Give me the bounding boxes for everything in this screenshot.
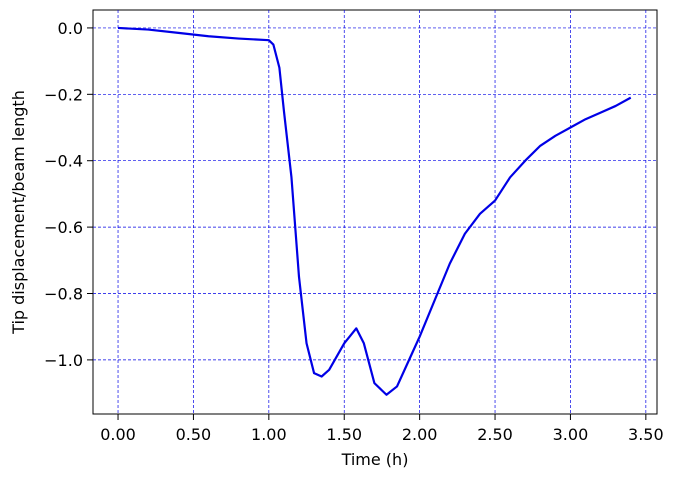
x-tick-label: 2.50 — [477, 425, 513, 444]
plot-frame — [92, 9, 658, 415]
x-tick-label: 3.00 — [553, 425, 589, 444]
x-tick-label: 0.00 — [100, 425, 136, 444]
y-tick-label: −0.8 — [44, 284, 83, 303]
x-axis-label: Time (h) — [341, 450, 409, 469]
y-axis-label: Tip displacement/beam length — [9, 90, 28, 335]
x-tick-label: 1.00 — [251, 425, 287, 444]
x-tick-label: 0.50 — [176, 425, 212, 444]
x-tick-label: 2.00 — [402, 425, 438, 444]
y-tick-label: −0.2 — [44, 85, 83, 104]
x-tick-label: 3.50 — [628, 425, 664, 444]
y-tick-label: −0.6 — [44, 218, 83, 237]
x-tick-label: 1.50 — [326, 425, 362, 444]
y-tick-label: −0.4 — [44, 152, 83, 171]
y-tick-label: −1.0 — [44, 351, 83, 370]
data-line — [117, 26, 632, 396]
y-tick-label: 0.0 — [58, 19, 83, 38]
